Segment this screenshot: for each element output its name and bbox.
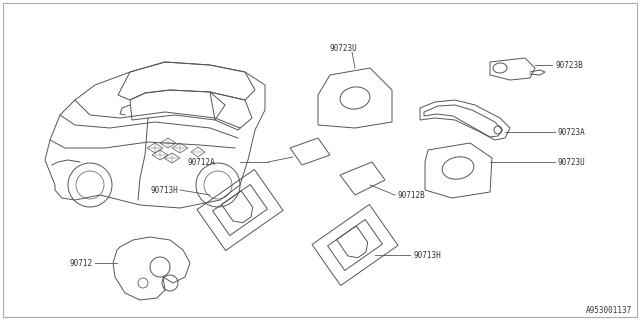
Text: 90723B: 90723B xyxy=(555,60,583,69)
Text: A953001137: A953001137 xyxy=(586,306,632,315)
Text: 90712A: 90712A xyxy=(188,157,216,166)
Text: 90723A: 90723A xyxy=(558,127,586,137)
Text: 90713H: 90713H xyxy=(150,186,178,195)
Text: 90723U: 90723U xyxy=(558,157,586,166)
Text: 90713H: 90713H xyxy=(413,251,441,260)
Text: 90712: 90712 xyxy=(70,259,93,268)
Text: 90712B: 90712B xyxy=(398,190,426,199)
Text: 90723U: 90723U xyxy=(330,44,358,52)
